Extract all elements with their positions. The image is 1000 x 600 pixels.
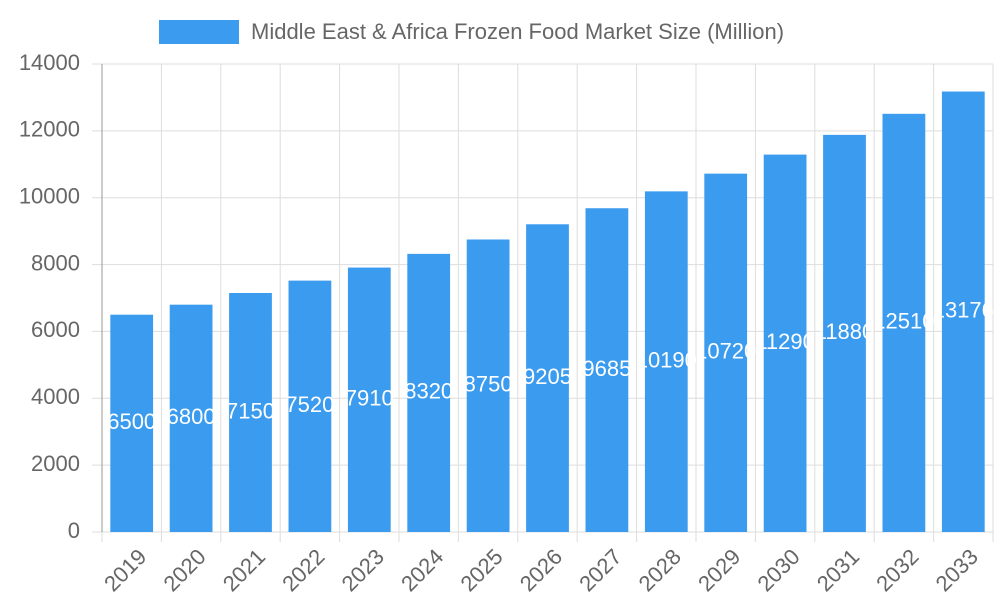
x-tick-label: 2021 [218,544,270,596]
data-label: 9205 [523,364,572,389]
data-label: 12510 [873,309,934,334]
x-tick-label: 2026 [515,544,567,596]
y-tick-label: 8000 [31,250,80,275]
data-label: 7910 [345,386,394,411]
y-tick-label: 2000 [31,451,80,476]
bar [763,154,807,532]
x-tick-label: 2023 [337,544,389,596]
x-tick-label: 2033 [931,544,983,596]
data-label: 6800 [167,404,216,429]
x-tick-label: 2024 [396,544,448,596]
data-label: 13176 [933,298,994,323]
x-tick-label: 2029 [693,544,745,596]
bar [941,91,985,533]
legend-swatch [159,20,239,44]
bar [110,314,154,532]
bar [466,239,510,532]
bar [882,113,926,533]
bar [823,134,866,532]
bar [347,267,391,532]
bar [288,280,332,532]
y-tick-label: 0 [68,518,80,543]
data-label: 7150 [226,398,275,423]
data-label: 10190 [636,347,697,372]
bar [229,292,272,532]
data-label: 8320 [404,379,453,404]
bar [585,208,629,532]
data-label: 9685 [582,356,631,381]
bar [644,191,688,532]
data-label: 6500 [107,409,156,434]
x-tick-label: 2020 [158,544,210,596]
x-tick-label: 2019 [99,544,151,596]
bar [526,224,569,533]
data-label: 7520 [285,392,334,417]
data-label: 11880 [815,319,875,344]
y-tick-label: 14000 [19,50,80,75]
bar [704,173,748,532]
bar [407,253,451,533]
x-tick-label: 2028 [634,544,686,596]
x-tick-label: 2032 [871,544,923,596]
x-tick-label: 2025 [455,544,507,596]
y-tick-label: 12000 [19,117,80,142]
bar [169,304,213,532]
legend-label: Middle East & Africa Frozen Food Market … [251,19,784,44]
y-tick-label: 6000 [31,317,80,342]
data-label: 8750 [464,372,513,397]
x-tick-label: 2031 [812,544,864,596]
x-tick-label: 2027 [574,544,626,596]
x-tick-label: 2022 [277,544,329,596]
data-label: 10720 [695,339,756,364]
y-tick-label: 10000 [19,184,80,209]
x-tick-label: 2030 [752,544,804,596]
data-label: 11290 [755,329,815,354]
y-tick-label: 4000 [31,384,80,409]
